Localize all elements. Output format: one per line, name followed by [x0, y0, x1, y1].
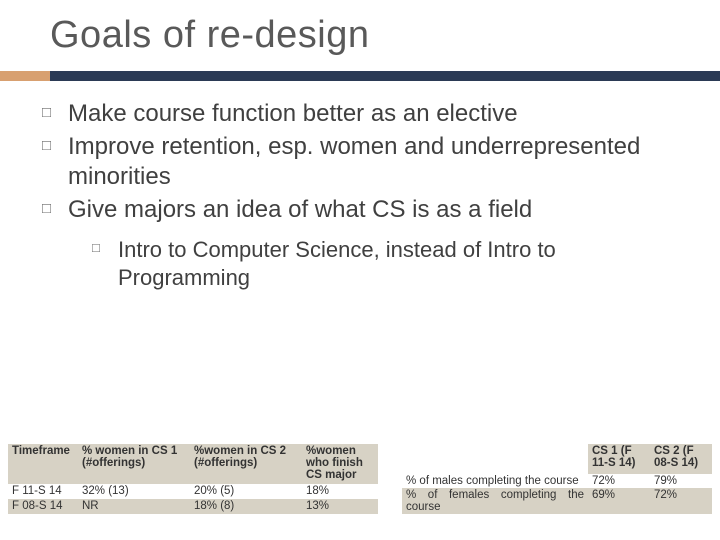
table-cell: % of females completing the course [402, 488, 588, 514]
sub-bullet-item: Intro to Computer Science, instead of In… [92, 236, 682, 293]
table-cell: % of males completing the course [402, 474, 588, 488]
table-header: CS 1 (F 11-S 14) [588, 444, 650, 474]
table-cell: 20% (5) [190, 484, 302, 499]
table-cell: 18% [302, 484, 378, 499]
slide-title: Goals of re-design [50, 14, 720, 57]
table-header: % women in CS 1 (#offerings) [78, 444, 190, 484]
table-cell: F 08-S 14 [8, 499, 78, 514]
table-cell: 79% [650, 474, 712, 488]
women-stats-table: Timeframe % women in CS 1 (#offerings) %… [8, 444, 378, 514]
table-cell: 18% (8) [190, 499, 302, 514]
sub-bullet-list: Intro to Computer Science, instead of In… [92, 236, 682, 293]
table-cell: 72% [650, 488, 712, 514]
table-cell: 32% (13) [78, 484, 190, 499]
table-cell: 13% [302, 499, 378, 514]
table-cell: NR [78, 499, 190, 514]
table-header: %women who finish CS major [302, 444, 378, 484]
table-header: CS 2 (F 08-S 14) [650, 444, 712, 474]
table-header: Timeframe [8, 444, 78, 484]
bullet-item: Improve retention, esp. women and underr… [38, 132, 682, 193]
table-header [402, 444, 588, 474]
completion-stats-table: CS 1 (F 11-S 14) CS 2 (F 08-S 14) % of m… [402, 444, 712, 514]
table-cell: 72% [588, 474, 650, 488]
bullet-list: Make course function better as an electi… [38, 99, 682, 226]
table-cell: 69% [588, 488, 650, 514]
table-header: %women in CS 2 (#offerings) [190, 444, 302, 484]
table-cell: F 11-S 14 [8, 484, 78, 499]
bullet-item: Give majors an idea of what CS is as a f… [38, 195, 682, 226]
title-divider [0, 71, 720, 81]
bullet-item: Make course function better as an electi… [38, 99, 682, 130]
